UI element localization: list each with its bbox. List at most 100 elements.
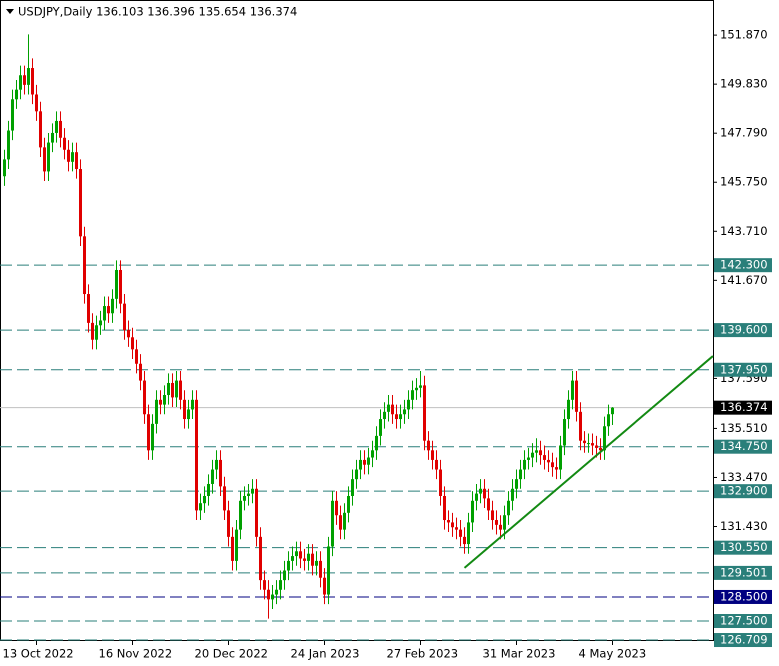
level-label: 142.300 bbox=[720, 258, 768, 272]
candle-body bbox=[63, 137, 66, 150]
candle-body bbox=[91, 322, 94, 340]
candle-body bbox=[35, 94, 38, 112]
candle-body bbox=[375, 435, 378, 451]
level-label: 137.950 bbox=[720, 362, 768, 376]
candle-body bbox=[111, 298, 114, 314]
candle-body bbox=[175, 380, 178, 398]
candle-body bbox=[567, 399, 570, 420]
candle-body bbox=[327, 546, 330, 595]
candle-body bbox=[211, 469, 214, 484]
candle-body bbox=[271, 594, 274, 600]
candle-body bbox=[583, 440, 586, 444]
candle-body bbox=[499, 524, 502, 530]
level-label-box bbox=[714, 362, 772, 377]
candle-body bbox=[495, 520, 498, 525]
candle-body bbox=[323, 577, 326, 595]
level-label: 127.500 bbox=[720, 614, 768, 628]
candle-body bbox=[599, 447, 602, 451]
candle-body bbox=[339, 515, 342, 530]
x-tick-label: 20 Dec 2022 bbox=[195, 647, 268, 661]
candle-body bbox=[443, 495, 446, 521]
candle-body bbox=[259, 536, 262, 581]
candle-body bbox=[595, 445, 598, 448]
candle-body bbox=[535, 450, 538, 453]
candle-body bbox=[179, 380, 182, 400]
candle-body bbox=[27, 68, 30, 85]
candle-body bbox=[427, 440, 430, 451]
level-label: 139.600 bbox=[720, 323, 768, 337]
candle-body bbox=[79, 169, 82, 237]
candle-body bbox=[23, 75, 26, 85]
candle-body bbox=[227, 510, 230, 537]
candle-body bbox=[543, 455, 546, 460]
candle-body bbox=[155, 399, 158, 424]
candle-body bbox=[315, 560, 318, 566]
candle-body bbox=[195, 399, 198, 511]
y-tick-label: 143.710 bbox=[720, 224, 768, 238]
candle-body bbox=[263, 580, 266, 590]
level-label-box bbox=[714, 633, 772, 648]
candle-body bbox=[87, 294, 90, 323]
candle-body bbox=[291, 556, 294, 561]
candle-body bbox=[187, 409, 190, 420]
candle-body bbox=[219, 459, 222, 487]
y-tick-label: 147.790 bbox=[720, 126, 768, 140]
candle-body bbox=[491, 510, 494, 521]
candle-body bbox=[343, 512, 346, 530]
x-tick-label: 4 May 2023 bbox=[579, 647, 647, 661]
candle-body bbox=[379, 419, 382, 436]
candle-body bbox=[355, 469, 358, 480]
candle-body bbox=[403, 409, 406, 415]
last-price-box bbox=[714, 400, 772, 415]
level-label-box bbox=[714, 439, 772, 454]
candle-body bbox=[39, 111, 42, 148]
x-tick-label: 31 Mar 2023 bbox=[483, 647, 556, 661]
level-label-box bbox=[714, 589, 772, 604]
candle-body bbox=[395, 414, 398, 420]
candle-body bbox=[519, 469, 522, 480]
candle-body bbox=[199, 503, 202, 511]
candle-body bbox=[127, 330, 130, 338]
candle-body bbox=[523, 459, 526, 470]
candle-body bbox=[255, 488, 258, 537]
level-label-box bbox=[714, 323, 772, 338]
last-price-label: 136.374 bbox=[720, 400, 768, 414]
level-label: 134.750 bbox=[720, 439, 768, 453]
candle-body bbox=[487, 498, 490, 511]
candle-body bbox=[483, 488, 486, 499]
candle-body bbox=[579, 411, 582, 441]
candle-body bbox=[351, 479, 354, 496]
candle-body bbox=[359, 459, 362, 470]
candle-body bbox=[587, 443, 590, 445]
candle-body bbox=[283, 570, 286, 581]
candle-body bbox=[455, 527, 458, 530]
candle-body bbox=[475, 493, 478, 501]
candle-body bbox=[191, 399, 194, 410]
candle-body bbox=[439, 469, 442, 496]
candle-body bbox=[31, 68, 34, 95]
candle-body bbox=[367, 457, 370, 465]
candle-body bbox=[515, 479, 518, 489]
candle-body bbox=[551, 462, 554, 468]
candle-body bbox=[123, 303, 126, 331]
candle-body bbox=[163, 395, 166, 405]
candle-body bbox=[591, 443, 594, 446]
candle-body bbox=[67, 149, 70, 162]
menu-triangle[interactable] bbox=[6, 9, 14, 14]
candle-body bbox=[399, 414, 402, 420]
candle-body bbox=[223, 486, 226, 511]
candle-body bbox=[135, 349, 138, 364]
candle-body bbox=[479, 488, 482, 494]
candle-body bbox=[251, 488, 254, 494]
level-label-box bbox=[714, 258, 772, 273]
candle-body bbox=[47, 142, 50, 172]
candle-body bbox=[119, 269, 122, 304]
candle-body bbox=[563, 419, 566, 446]
level-label: 132.900 bbox=[720, 484, 768, 498]
y-tick-label: 135.510 bbox=[720, 421, 768, 435]
candle-body bbox=[279, 580, 282, 590]
candle-body bbox=[287, 560, 290, 571]
candle-body bbox=[603, 426, 606, 451]
level-label-box bbox=[714, 614, 772, 629]
